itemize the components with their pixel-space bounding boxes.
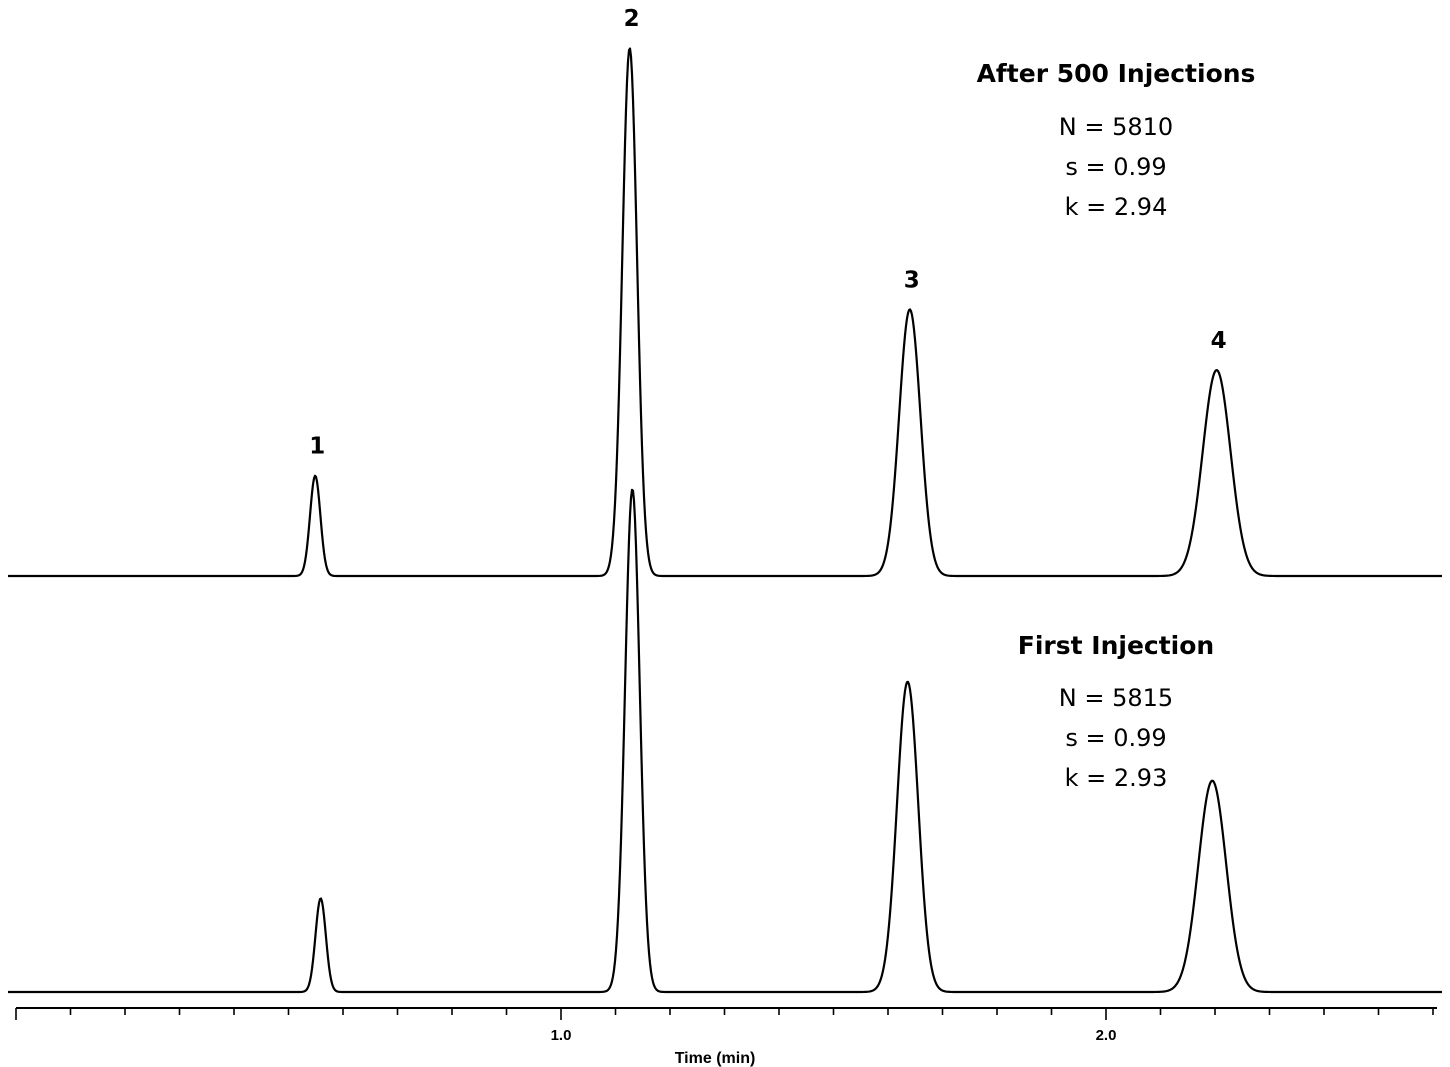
x-axis: 1.0 2.0 Time (min) <box>15 1007 1437 1067</box>
trace-title-first: First Injection <box>1018 631 1214 660</box>
trace-first <box>7 488 1443 994</box>
x-tick-label: 1.0 <box>551 1027 572 1044</box>
trace-title-after500: After 500 Injections <box>977 59 1256 88</box>
x-tick-label: 2.0 <box>1096 1027 1117 1044</box>
trace-stat-after500: N = 5810 <box>1059 113 1173 141</box>
trace-stat-after500: s = 0.99 <box>1065 153 1166 181</box>
peak-label-4: 4 <box>1211 328 1227 354</box>
trace-stat-first: N = 5815 <box>1059 684 1173 712</box>
annotations-layer: 1 2 3 4 After 500 Injections N = 5810 s = 0.99… <box>309 6 1255 792</box>
peak-label-3: 3 <box>904 267 920 293</box>
trace-after500 <box>7 47 1443 578</box>
peak-label-1: 1 <box>309 434 325 460</box>
peak-label-2: 2 <box>624 6 640 32</box>
x-axis-title: Time (min) <box>675 1050 756 1067</box>
trace-stat-first: s = 0.99 <box>1065 724 1166 752</box>
traces-layer <box>7 47 1443 994</box>
trace-stat-first: k = 2.93 <box>1065 764 1168 792</box>
trace-stat-after500: k = 2.94 <box>1065 193 1168 221</box>
